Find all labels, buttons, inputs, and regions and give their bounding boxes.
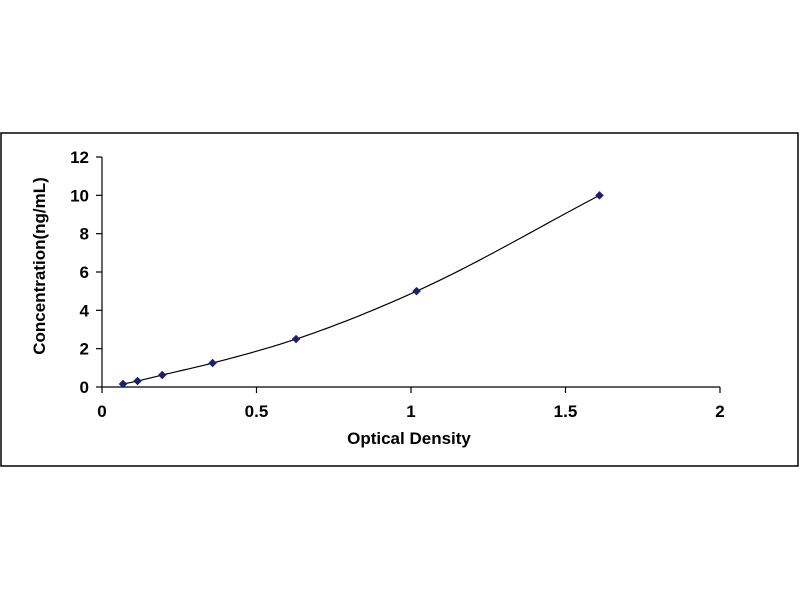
x-axis-ticks: 0 0.5 1 1.5 2 [97,387,725,421]
y-axis-ticks: 0 2 4 6 8 10 12 [70,148,102,397]
x-tick-label: 0 [97,402,106,421]
x-tick-label: 2 [715,402,724,421]
data-points [118,190,604,389]
data-point-marker [208,358,217,368]
x-tick-label: 1 [406,402,415,421]
y-tick-label: 10 [70,186,89,205]
data-point-marker [412,286,421,296]
x-tick-label: 1.5 [554,402,578,421]
data-point-marker [157,370,167,380]
y-tick-label: 0 [80,378,89,397]
y-tick-label: 6 [80,263,89,282]
data-point-marker [595,190,604,200]
x-axis-title: Optical Density [347,429,471,448]
y-axis-title: Concentration(ng/mL) [30,177,49,355]
data-point-marker [118,379,128,389]
data-point-marker [133,376,142,386]
chart-frame [0,132,799,467]
y-tick-label: 12 [70,148,89,167]
y-tick-label: 8 [80,225,89,244]
data-point-marker [291,334,301,344]
y-tick-label: 4 [80,301,90,320]
x-tick-label: 0.5 [245,402,269,421]
y-tick-label: 2 [80,340,89,359]
